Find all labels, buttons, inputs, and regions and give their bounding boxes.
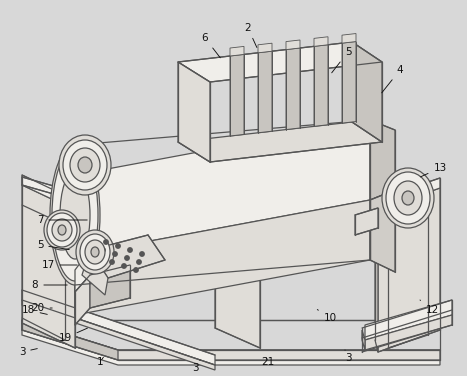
Ellipse shape <box>85 240 105 264</box>
Circle shape <box>104 240 108 244</box>
Polygon shape <box>370 120 395 200</box>
Ellipse shape <box>52 149 98 281</box>
Text: 21: 21 <box>262 357 275 367</box>
Polygon shape <box>365 300 452 340</box>
Circle shape <box>101 248 105 252</box>
Polygon shape <box>22 300 215 370</box>
Polygon shape <box>314 45 328 126</box>
Circle shape <box>122 264 126 268</box>
Text: 4: 4 <box>382 65 403 93</box>
Polygon shape <box>230 55 244 136</box>
Polygon shape <box>22 320 440 360</box>
Polygon shape <box>286 40 300 50</box>
Ellipse shape <box>386 172 430 224</box>
Text: 20: 20 <box>31 303 52 313</box>
Ellipse shape <box>402 191 414 205</box>
Text: 13: 13 <box>420 163 446 177</box>
Ellipse shape <box>91 247 99 257</box>
Circle shape <box>116 244 120 248</box>
Polygon shape <box>352 42 382 142</box>
Ellipse shape <box>52 219 72 241</box>
Ellipse shape <box>382 168 434 228</box>
Text: 7: 7 <box>37 215 87 225</box>
Polygon shape <box>375 178 440 210</box>
Polygon shape <box>370 190 395 272</box>
Polygon shape <box>75 120 370 255</box>
Text: 3: 3 <box>191 360 200 373</box>
Polygon shape <box>22 185 75 348</box>
Polygon shape <box>215 240 260 348</box>
Polygon shape <box>230 46 244 56</box>
Circle shape <box>113 252 117 256</box>
Polygon shape <box>178 62 210 162</box>
Polygon shape <box>90 265 130 308</box>
Ellipse shape <box>58 225 66 235</box>
Polygon shape <box>260 228 375 270</box>
Ellipse shape <box>394 181 422 215</box>
Polygon shape <box>22 320 440 365</box>
Polygon shape <box>355 208 378 235</box>
Circle shape <box>137 260 141 264</box>
Ellipse shape <box>59 135 111 195</box>
Polygon shape <box>362 330 365 350</box>
Text: 18: 18 <box>21 305 47 315</box>
Text: 3: 3 <box>345 350 351 363</box>
Text: 19: 19 <box>58 328 87 343</box>
Polygon shape <box>258 43 272 53</box>
Polygon shape <box>215 230 260 260</box>
Ellipse shape <box>78 157 92 173</box>
Text: 2: 2 <box>245 23 257 47</box>
Text: 1: 1 <box>97 357 103 367</box>
Text: 6: 6 <box>202 33 220 58</box>
Polygon shape <box>365 315 452 350</box>
Circle shape <box>110 260 114 264</box>
Text: 8: 8 <box>32 280 67 290</box>
Polygon shape <box>90 235 165 278</box>
Text: 10: 10 <box>317 309 337 323</box>
Ellipse shape <box>50 145 100 285</box>
Circle shape <box>128 248 132 252</box>
Polygon shape <box>75 200 370 315</box>
Polygon shape <box>258 51 272 133</box>
Ellipse shape <box>44 210 80 250</box>
Ellipse shape <box>60 171 90 259</box>
Ellipse shape <box>70 148 100 182</box>
Polygon shape <box>75 275 90 325</box>
Text: 5: 5 <box>37 240 69 250</box>
Text: 12: 12 <box>420 300 439 315</box>
Polygon shape <box>178 122 382 162</box>
Polygon shape <box>342 41 356 123</box>
Polygon shape <box>286 48 300 130</box>
Polygon shape <box>75 250 90 292</box>
Polygon shape <box>22 290 215 365</box>
Polygon shape <box>22 177 215 240</box>
Circle shape <box>125 256 129 260</box>
Polygon shape <box>375 200 378 352</box>
Polygon shape <box>342 33 356 43</box>
Ellipse shape <box>47 213 77 247</box>
Polygon shape <box>314 37 328 46</box>
Polygon shape <box>178 42 382 82</box>
Circle shape <box>134 268 138 272</box>
Ellipse shape <box>80 234 110 270</box>
Text: 3: 3 <box>19 347 37 357</box>
Polygon shape <box>22 175 75 210</box>
Text: 5: 5 <box>332 47 351 73</box>
Polygon shape <box>82 250 108 295</box>
Polygon shape <box>378 188 440 352</box>
Text: 17: 17 <box>42 260 77 270</box>
Ellipse shape <box>63 140 107 190</box>
Ellipse shape <box>76 230 114 274</box>
Circle shape <box>140 252 144 256</box>
Polygon shape <box>22 320 118 360</box>
Circle shape <box>98 256 102 260</box>
